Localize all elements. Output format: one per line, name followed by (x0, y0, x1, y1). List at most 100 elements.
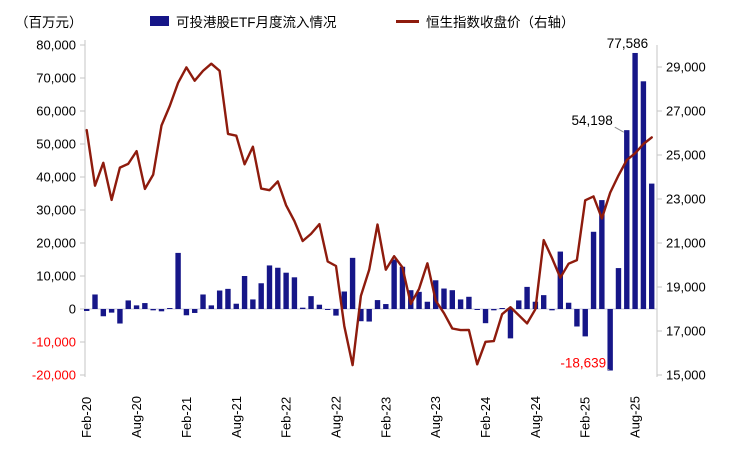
right-axis-tick-label: 23,000 (666, 192, 706, 207)
bar (549, 309, 555, 311)
bar (474, 309, 480, 310)
bar (266, 265, 273, 309)
bar (133, 305, 140, 309)
right-axis-tick-label: 17,000 (666, 324, 706, 339)
bar (432, 280, 439, 309)
bar (192, 309, 198, 313)
bar (516, 300, 522, 309)
legend-item-hsi-close: 恒生指数收盘价（右轴） (396, 11, 575, 31)
bar (540, 295, 547, 309)
bar (424, 301, 431, 309)
left-axis-tick-label: 80,000 (36, 38, 76, 53)
right-axis-tick-label: 27,000 (666, 104, 706, 119)
bar (84, 309, 90, 311)
legend-label-etf-flows: 可投港股ETF月度流入情况 (176, 15, 337, 30)
bar (167, 308, 173, 309)
bar (507, 309, 514, 339)
right-axis-tick-label: 21,000 (666, 236, 706, 251)
bar (241, 276, 248, 309)
bar (341, 291, 347, 309)
bar (590, 231, 597, 309)
right-axis-tick-label: 25,000 (666, 148, 706, 163)
bar (333, 309, 339, 316)
left-axis-tick-label: 50,000 (36, 137, 76, 152)
bar (275, 267, 281, 309)
left-axis-tick-label: 30,000 (36, 203, 76, 218)
x-axis-tick-label: Aug-20 (129, 396, 144, 438)
bar (349, 257, 356, 309)
bar (100, 309, 107, 317)
bar (615, 268, 622, 309)
data-label-annotation: 54,198 (571, 113, 612, 128)
bar (449, 290, 455, 309)
bar (649, 183, 655, 309)
bar (624, 130, 630, 309)
annotation-connector (614, 126, 625, 133)
left-axis-unit-label: （百万元） (15, 15, 83, 30)
bar (233, 303, 239, 309)
left-axis-tick-label: 10,000 (36, 269, 76, 284)
bar (491, 309, 497, 311)
bar (225, 288, 231, 309)
bar (399, 266, 406, 309)
bar (466, 296, 472, 309)
x-axis-tick-label: Feb-24 (478, 397, 493, 438)
bar (150, 309, 156, 311)
data-label-annotation: 77,586 (607, 36, 648, 51)
bar (316, 304, 323, 309)
bar (607, 309, 613, 371)
right-axis-tick-label: 15,000 (666, 368, 706, 383)
bar (482, 309, 489, 324)
x-axis-tick-label: Feb-21 (179, 397, 194, 438)
bar (457, 299, 464, 309)
bar (200, 294, 206, 309)
chart-header: （百万元） 可投港股ETF月度流入情况 恒生指数收盘价（右轴） (0, 6, 730, 32)
bar (283, 272, 289, 309)
bar (92, 294, 98, 309)
bar (499, 308, 505, 309)
bar (291, 277, 298, 309)
x-axis-tick-label: Feb-23 (378, 397, 393, 438)
bar (557, 251, 564, 309)
right-axis-tick-label: 19,000 (666, 280, 706, 295)
legend-label-hsi-close: 恒生指数收盘价（右轴） (426, 15, 575, 30)
bar (250, 299, 256, 309)
bar (142, 303, 148, 309)
bar (599, 200, 605, 309)
bar (175, 252, 181, 309)
bar (158, 309, 165, 312)
bar (208, 305, 215, 309)
left-axis-tick-label: 0 (69, 302, 76, 317)
bar (108, 309, 115, 313)
x-axis-tick-label: Aug-25 (628, 396, 643, 438)
x-axis-tick-label: Aug-24 (528, 396, 543, 438)
bar (565, 302, 572, 309)
bar (358, 309, 364, 322)
x-axis-tick-label: Feb-22 (279, 397, 294, 438)
bar (416, 291, 422, 309)
bar (441, 288, 447, 309)
bar (366, 309, 372, 322)
bar (632, 52, 638, 310)
left-axis-tick-label: -20,000 (32, 368, 76, 383)
x-axis-tick-label: Aug-21 (229, 396, 244, 438)
bar (582, 309, 588, 337)
bar-series-swatch-icon (150, 16, 169, 26)
left-axis-tick-label: 40,000 (36, 170, 76, 185)
x-axis-tick-label: Aug-22 (329, 396, 344, 438)
bar (574, 309, 580, 327)
bar (308, 296, 314, 309)
bar (183, 309, 190, 316)
bar (324, 309, 331, 310)
left-axis-tick-label: 20,000 (36, 236, 76, 251)
right-axis-tick-label: 29,000 (666, 60, 706, 75)
legend-item-etf-flows: 可投港股ETF月度流入情况 (150, 11, 337, 31)
bar (391, 259, 397, 309)
left-axis-tick-label: -10,000 (32, 335, 76, 350)
bar (216, 290, 223, 309)
bar (117, 309, 123, 324)
data-label-annotation: -18,639 (560, 356, 606, 371)
bar (300, 307, 306, 309)
